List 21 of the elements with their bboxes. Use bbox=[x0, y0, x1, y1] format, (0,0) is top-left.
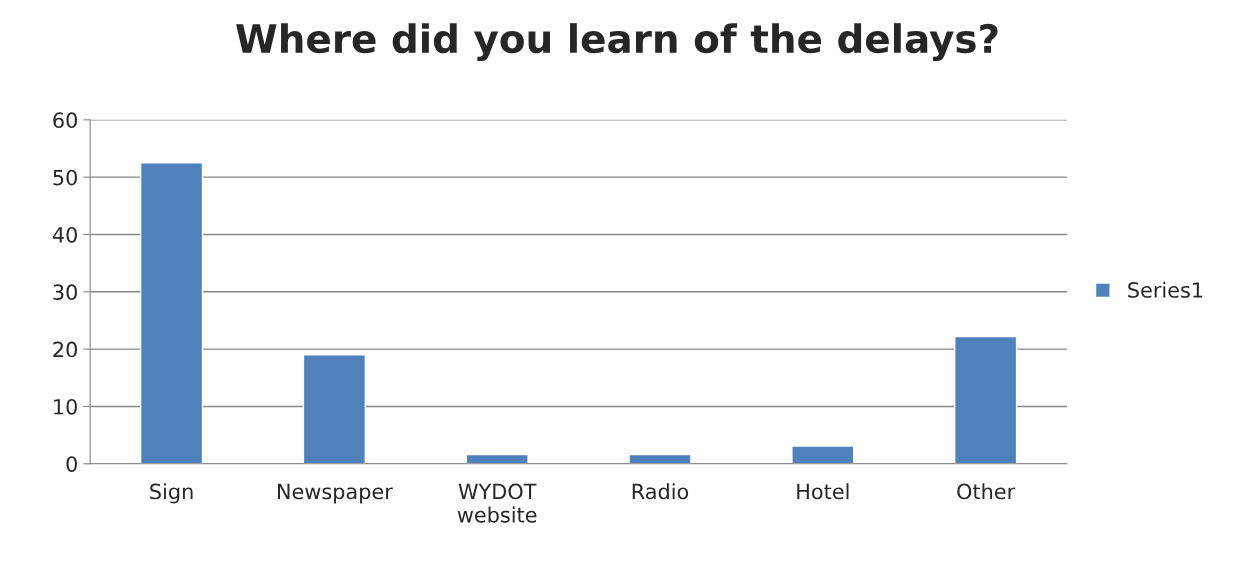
y-tick-label: 0 bbox=[66, 456, 77, 472]
x-tick-label: Sign bbox=[150, 483, 193, 504]
legend-label: Series1 bbox=[1128, 281, 1203, 298]
bar bbox=[139, 162, 204, 464]
bar bbox=[628, 453, 692, 464]
x-tick-label: Newspaper bbox=[277, 483, 393, 504]
y-tick-label: 20 bbox=[53, 341, 77, 358]
y-tick-label: 50 bbox=[53, 169, 77, 186]
bar bbox=[465, 453, 529, 464]
x-tick-label: Other bbox=[957, 483, 1016, 500]
y-tick-label: 10 bbox=[54, 398, 77, 415]
x-tick-label: Hotel bbox=[797, 483, 849, 500]
y-tick-label: 30 bbox=[53, 284, 77, 301]
bar bbox=[302, 354, 367, 464]
x-tick-label: WYDOT website bbox=[457, 483, 537, 523]
bar bbox=[791, 445, 855, 464]
y-tick-label: 60 bbox=[53, 112, 77, 129]
chart-title: Where did you learn of the delays? bbox=[236, 23, 998, 62]
bar bbox=[954, 335, 1018, 464]
y-tick-label: 40 bbox=[52, 226, 77, 243]
x-tick-label: Radio bbox=[632, 483, 689, 500]
